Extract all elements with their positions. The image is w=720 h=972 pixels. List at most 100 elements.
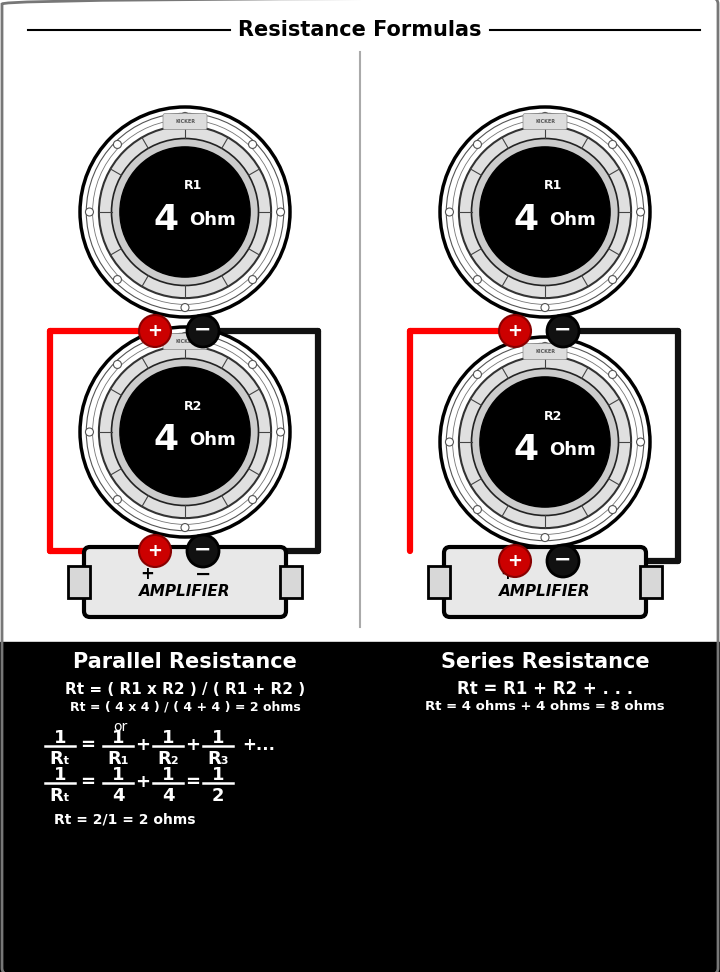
Text: Resistance Formulas: Resistance Formulas — [238, 20, 482, 40]
Circle shape — [440, 107, 650, 317]
Text: R2: R2 — [544, 409, 562, 423]
Circle shape — [459, 126, 631, 298]
Text: 1: 1 — [54, 729, 66, 747]
Circle shape — [139, 535, 171, 567]
Circle shape — [608, 370, 616, 378]
Circle shape — [499, 545, 531, 577]
Circle shape — [276, 428, 284, 436]
Text: 4: 4 — [154, 203, 179, 237]
Circle shape — [541, 303, 549, 312]
Circle shape — [99, 346, 271, 518]
Bar — [428, 566, 450, 598]
Circle shape — [276, 208, 284, 216]
Circle shape — [112, 138, 258, 286]
Text: KICKER: KICKER — [175, 120, 195, 124]
Circle shape — [112, 359, 258, 505]
Circle shape — [114, 361, 122, 368]
Text: 1: 1 — [112, 729, 125, 747]
Circle shape — [474, 370, 482, 378]
Text: 1: 1 — [162, 729, 174, 747]
Circle shape — [80, 327, 290, 537]
Text: +: + — [508, 552, 523, 570]
Circle shape — [446, 438, 454, 446]
FancyBboxPatch shape — [523, 343, 567, 360]
Circle shape — [181, 524, 189, 532]
Circle shape — [86, 428, 94, 436]
Text: Series Resistance: Series Resistance — [441, 652, 649, 672]
Circle shape — [187, 315, 219, 347]
Circle shape — [248, 140, 256, 149]
Circle shape — [80, 107, 290, 317]
Circle shape — [608, 140, 616, 149]
FancyBboxPatch shape — [163, 114, 207, 129]
Bar — [640, 566, 662, 598]
Text: 1: 1 — [212, 729, 224, 747]
Text: KICKER: KICKER — [535, 349, 555, 354]
FancyBboxPatch shape — [84, 547, 286, 617]
Text: Rt = ( R1 x R2 ) / ( R1 + R2 ): Rt = ( R1 x R2 ) / ( R1 + R2 ) — [65, 681, 305, 697]
Text: R1: R1 — [544, 180, 562, 192]
Text: −: − — [554, 320, 572, 340]
Circle shape — [472, 368, 618, 515]
Text: R2: R2 — [184, 399, 202, 412]
Text: Ohm: Ohm — [189, 211, 235, 229]
Text: Rt = R1 + R2 + . . .: Rt = R1 + R2 + . . . — [457, 680, 633, 698]
Text: Rₜ: Rₜ — [50, 787, 71, 805]
Circle shape — [541, 113, 549, 121]
Text: Rt = 4 ohms + 4 ohms = 8 ohms: Rt = 4 ohms + 4 ohms = 8 ohms — [426, 701, 665, 713]
Circle shape — [187, 535, 219, 567]
Text: +: + — [135, 773, 150, 791]
Circle shape — [474, 140, 482, 149]
Circle shape — [446, 208, 454, 216]
Circle shape — [499, 315, 531, 347]
Text: AMPLIFIER: AMPLIFIER — [139, 584, 230, 600]
Circle shape — [181, 332, 189, 340]
Text: =: = — [81, 736, 96, 754]
Circle shape — [541, 342, 549, 351]
Text: R₃: R₃ — [207, 750, 229, 768]
Text: +...: +... — [242, 736, 275, 754]
Circle shape — [474, 505, 482, 513]
Text: +: + — [135, 736, 150, 754]
Circle shape — [541, 534, 549, 541]
Text: +: + — [508, 322, 523, 340]
Circle shape — [120, 147, 250, 277]
Text: 4: 4 — [112, 787, 125, 805]
Text: 1: 1 — [112, 766, 125, 784]
Text: Ohm: Ohm — [549, 211, 595, 229]
Text: Rt = 2/1 = 2 ohms: Rt = 2/1 = 2 ohms — [54, 812, 196, 826]
Text: +: + — [140, 565, 154, 583]
FancyBboxPatch shape — [444, 547, 646, 617]
Bar — [280, 566, 302, 598]
Text: Rt = ( 4 x 4 ) / ( 4 + 4 ) = 2 ohms: Rt = ( 4 x 4 ) / ( 4 + 4 ) = 2 ohms — [70, 701, 300, 713]
Text: 4: 4 — [514, 203, 539, 237]
Text: or: or — [113, 720, 127, 734]
Text: −: − — [194, 320, 212, 340]
Text: 1: 1 — [162, 766, 174, 784]
Text: 4: 4 — [162, 787, 174, 805]
Circle shape — [480, 377, 610, 507]
Circle shape — [472, 138, 618, 286]
Circle shape — [474, 276, 482, 284]
Bar — [68, 566, 90, 598]
Text: Ohm: Ohm — [549, 441, 595, 459]
Circle shape — [114, 140, 122, 149]
Circle shape — [248, 361, 256, 368]
Text: +: + — [148, 542, 163, 560]
Text: =: = — [81, 773, 96, 791]
Text: 4: 4 — [154, 423, 179, 457]
Text: 1: 1 — [212, 766, 224, 784]
Text: +: + — [148, 322, 163, 340]
Circle shape — [636, 438, 644, 446]
Circle shape — [547, 315, 579, 347]
Text: +: + — [500, 565, 514, 583]
Circle shape — [440, 337, 650, 547]
Circle shape — [636, 208, 644, 216]
Text: KICKER: KICKER — [535, 120, 555, 124]
Text: 2: 2 — [212, 787, 224, 805]
Text: =: = — [186, 773, 200, 791]
FancyBboxPatch shape — [523, 114, 567, 129]
Bar — [0, 642, 720, 972]
Text: −: − — [555, 565, 571, 583]
Text: R1: R1 — [184, 180, 202, 192]
